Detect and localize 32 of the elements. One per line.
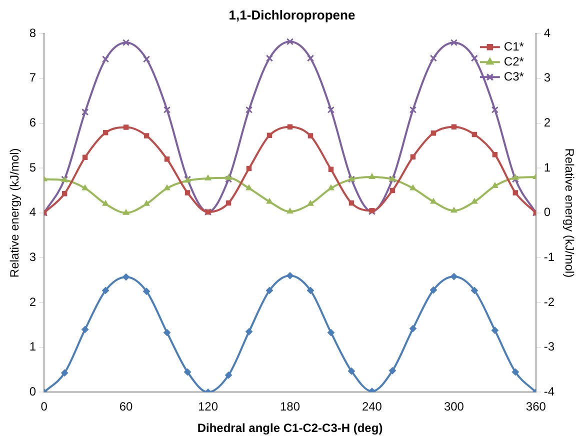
y2-tick-label: 0 [544, 205, 551, 220]
y2-tick-label: 2 [544, 116, 551, 130]
legend-label: C2* [504, 54, 524, 68]
legend-label: C3* [504, 69, 524, 84]
x-tick-label: 300 [444, 400, 464, 414]
y-tick-label: 4 [29, 205, 36, 220]
chart-title: 1,1-Dichloropropene [228, 7, 356, 22]
y-tick-label: 6 [29, 116, 36, 130]
y2-tick-label: -4 [544, 384, 555, 399]
y-tick-label: 7 [29, 70, 36, 85]
y2-axis-title: Relative energy (kJ/mol) [562, 148, 576, 278]
y-tick-label: 0 [29, 384, 36, 399]
y-tick-label: 1 [29, 340, 36, 354]
y-tick-label: 3 [29, 250, 36, 264]
y-tick-label: 8 [29, 26, 36, 40]
x-tick-label: 0 [40, 400, 48, 414]
y-tick-label: 2 [29, 294, 36, 309]
y2-tick-label: -2 [544, 294, 555, 309]
y2-tick-label: 1 [544, 160, 551, 174]
x-tick-label: 240 [362, 400, 382, 414]
y-axis-title: Relative energy (kJ/mol) [8, 148, 22, 278]
x-tick-label: 360 [526, 400, 546, 414]
y2-tick-label: 3 [544, 70, 551, 85]
x-axis-title: Dihedral angle C1-C2-C3-H (deg) [197, 421, 383, 436]
x-tick-label: 180 [280, 400, 300, 414]
y2-tick-label: -3 [544, 340, 555, 354]
y-tick-label: 5 [29, 160, 36, 174]
y2-tick-label: 4 [544, 26, 551, 40]
x-tick-label: 60 [119, 400, 134, 414]
y2-tick-label: -1 [544, 250, 555, 264]
legend-label: C1* [504, 39, 524, 54]
x-tick-label: 120 [198, 400, 218, 414]
